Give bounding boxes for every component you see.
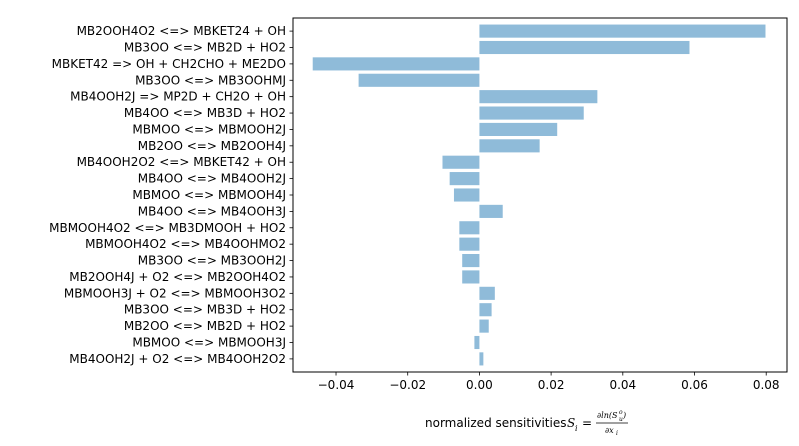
x-tick-label: 0.08: [753, 378, 780, 392]
bar: [479, 139, 540, 153]
x-axis-label-denominator: ∂x: [605, 426, 614, 435]
y-tick-label: MB2OO <=> MB2OOH4J: [138, 139, 286, 153]
bar: [442, 155, 480, 169]
y-tick-label: MB4OO <=> MB4OOH3J: [138, 204, 286, 218]
bar: [479, 286, 495, 300]
y-tick-label: MBMOOH4O2 <=> MB4OOHMO2: [85, 237, 286, 251]
y-tick-label: MB4OOH2J + O2 <=> MB4OOH2O2: [69, 352, 286, 366]
y-tick-label: MB3OO <=> MB3OOH2J: [138, 254, 286, 268]
x-axis-label-text: normalized sensitivities: [425, 416, 566, 430]
bar: [358, 73, 480, 87]
bar: [312, 57, 480, 71]
bar: [479, 24, 766, 38]
bar: [479, 352, 484, 366]
x-axis-label-numerator-sub: u: [619, 416, 623, 423]
x-axis-label-numerator-close: ): [622, 411, 626, 420]
bar: [459, 221, 480, 235]
y-tick-label: MB4OOH2O2 <=> MBKET42 + OH: [77, 155, 286, 169]
x-axis-ticks: −0.04 −0.02 0.00 0.02 0.04 0.06 0.08: [318, 372, 780, 392]
bar: [479, 90, 598, 104]
y-tick-label: MB3OO <=> MB3OOHMJ: [135, 73, 286, 87]
bar: [479, 303, 492, 317]
x-axis-label-numerator: ∂ln(S: [597, 411, 618, 420]
x-tick-label: 0.00: [466, 378, 493, 392]
y-tick-label: MBMOO <=> MBMOOH3J: [132, 336, 286, 350]
x-tick-label: 0.04: [609, 378, 636, 392]
bar: [453, 188, 480, 202]
x-axis-label-subscript: i: [575, 424, 578, 433]
x-axis-label-symbol: S: [567, 416, 575, 430]
y-tick-label: MBMOO <=> MBMOOH4J: [132, 188, 286, 202]
y-axis-ticks: MB2OOH4O2 <=> MBKET24 + OH MB3OO <=> MB2D…: [49, 24, 293, 366]
x-tick-label: 0.06: [681, 378, 708, 392]
y-tick-label: MB3OO <=> MB2D + HO2: [124, 41, 286, 55]
x-axis-label: normalized sensitivities S i = ∂ln(S o u…: [425, 409, 628, 437]
bar: [479, 204, 503, 218]
y-tick-label: MBMOO <=> MBMOOH2J: [132, 122, 286, 136]
x-tick-label: −0.04: [318, 378, 355, 392]
y-tick-label: MB3OO <=> MB3D + HO2: [124, 303, 286, 317]
y-tick-label: MB2OOH4O2 <=> MBKET24 + OH: [77, 24, 286, 38]
bar: [462, 254, 480, 268]
bar: [479, 122, 558, 136]
y-tick-label: MBMOOH3J + O2 <=> MBMOOH3O2: [64, 286, 286, 300]
y-tick-label: MBMOOH4O2 <=> MB3DMOOH + HO2: [49, 221, 286, 235]
x-tick-label: 0.02: [538, 378, 565, 392]
x-axis-label-equals: =: [582, 416, 592, 430]
y-tick-label: MB4OO <=> MB4OOH2J: [138, 172, 286, 186]
bar: [462, 270, 480, 284]
x-axis-label-denominator-sub: i: [616, 430, 618, 437]
bar: [459, 237, 480, 251]
x-axis-label-numerator-sup: o: [619, 409, 623, 416]
bar: [474, 335, 480, 350]
y-tick-label: MB2OO <=> MB2D + HO2: [124, 319, 286, 333]
y-tick-label: MB2OOH4J + O2 <=> MB2OOH4O2: [69, 270, 286, 284]
x-tick-label: −0.02: [389, 378, 426, 392]
bar: [479, 319, 489, 333]
y-tick-label: MBKET42 => OH + CH2CHO + ME2DO: [52, 57, 286, 71]
bar: [449, 172, 480, 186]
bar: [479, 40, 690, 55]
bar: [479, 106, 584, 120]
plot-frame: [292, 17, 788, 373]
bars-group: [312, 24, 766, 366]
y-tick-label: MB4OO <=> MB3D + HO2: [124, 106, 286, 120]
y-tick-label: MB4OOH2J => MP2D + CH2O + OH: [70, 90, 286, 104]
